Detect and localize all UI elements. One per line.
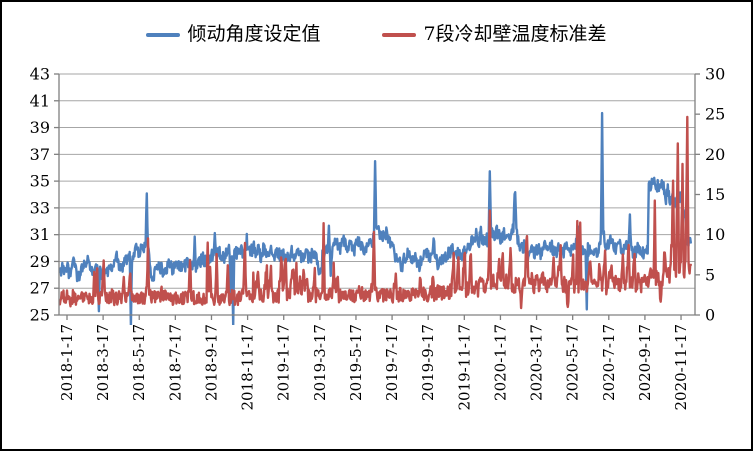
x-date-label: 2018-1-17	[58, 324, 76, 401]
y-right-tick-label: 25	[705, 105, 725, 124]
x-date-label: 2019-5-17	[347, 324, 365, 401]
x-date-label: 2020-9-17	[636, 324, 654, 401]
legend-label-tilt-angle: 倾动角度设定值	[187, 23, 321, 45]
y-right-tick-label: 30	[705, 65, 725, 84]
legend-item-tilt-angle: 倾动角度设定值	[146, 25, 320, 44]
legend-item-cooling-wall-stdev: 7段冷却壁温度标准差	[382, 23, 607, 45]
x-date-label: 2018-5-17	[130, 324, 148, 401]
y-left-tick-label: 31	[30, 225, 50, 244]
y-right-tick-label: 10	[705, 225, 725, 244]
y-left-tick-label: 43	[30, 65, 50, 84]
series-line-cooling-wall-stdev	[58, 115, 692, 310]
y-left-tick-label: 29	[30, 252, 50, 271]
y-left-tick-label: 37	[30, 145, 50, 164]
x-date-label: 2020-11-17	[672, 324, 690, 410]
x-date-label: 2019-9-17	[419, 324, 437, 401]
y-left-tick-label: 35	[30, 172, 50, 191]
legend: 倾动角度设定值 7段冷却壁温度标准差	[2, 25, 751, 44]
y-right-tick-label: 5	[705, 265, 715, 284]
x-date-label: 2020-5-17	[564, 324, 582, 401]
x-date-label: 2018-9-17	[202, 324, 220, 401]
y-left-tick-label: 25	[30, 306, 50, 325]
y-right-tick-label: 0	[705, 306, 715, 325]
y-right-tick-label: 20	[705, 145, 725, 164]
series-line-tilt-angle	[58, 111, 692, 325]
x-date-label: 2019-7-17	[383, 324, 401, 401]
x-date-label: 2018-3-17	[94, 324, 112, 401]
legend-label-cooling-wall-stdev: 7段冷却壁温度标准差	[423, 23, 607, 45]
x-date-label: 2018-7-17	[166, 324, 184, 401]
x-date-label: 2020-3-17	[528, 324, 546, 401]
x-date-label: 2018-11-17	[239, 324, 257, 410]
legend-line-icon-red	[382, 32, 417, 37]
x-date-label: 2019-1-17	[275, 324, 293, 401]
x-date-label: 2019-3-17	[311, 324, 329, 401]
x-date-label: 2019-11-17	[455, 324, 473, 410]
x-date-label: 2020-1-17	[491, 324, 509, 401]
y-left-tick-label: 41	[30, 91, 50, 110]
y-right-tick-label: 15	[705, 185, 725, 204]
y-left-tick-label: 39	[30, 118, 50, 137]
x-date-label: 2020-7-17	[600, 324, 618, 401]
y-left-tick-label: 27	[30, 279, 50, 298]
y-left-tick-label: 33	[30, 198, 50, 217]
legend-line-icon-blue	[146, 32, 181, 37]
